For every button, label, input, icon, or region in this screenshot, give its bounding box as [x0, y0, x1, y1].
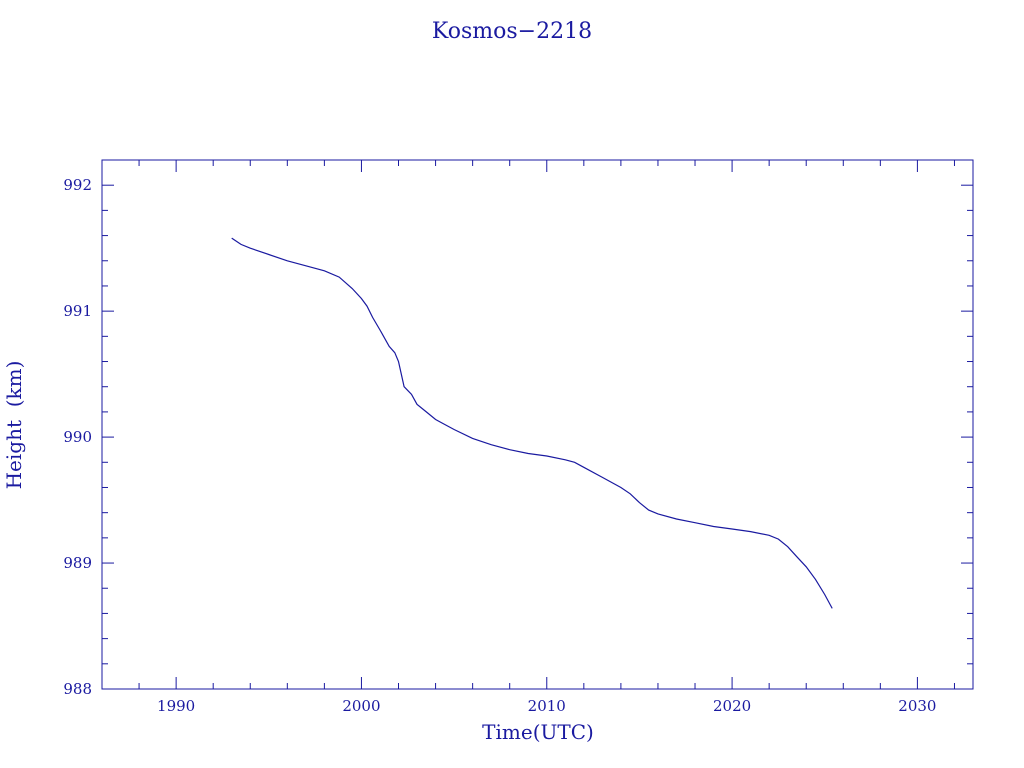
series-line — [231, 237, 833, 609]
y-tick-label: 989 — [63, 554, 92, 572]
x-axis: 1990 2000 2010 2020 2030 — [101, 160, 955, 715]
x-tick-label: 2030 — [898, 697, 936, 715]
y-tick-label: 988 — [63, 680, 92, 698]
y-axis-label: Height (km) — [2, 361, 26, 490]
y-tick-label: 990 — [63, 428, 92, 446]
plot-frame — [101, 159, 974, 690]
y-tick-label: 992 — [63, 176, 92, 194]
x-tick-label: 1990 — [157, 697, 195, 715]
x-axis-label: Time(UTC) — [482, 720, 594, 744]
y-axis: 988 989 990 991 992 — [63, 159, 973, 698]
x-tick-label: 2000 — [342, 697, 380, 715]
x-tick-label: 2020 — [713, 697, 751, 715]
y-tick-label: 991 — [63, 302, 92, 320]
x-tick-label: 2010 — [528, 697, 566, 715]
chart-title: Kosmos−2218 — [432, 19, 592, 44]
